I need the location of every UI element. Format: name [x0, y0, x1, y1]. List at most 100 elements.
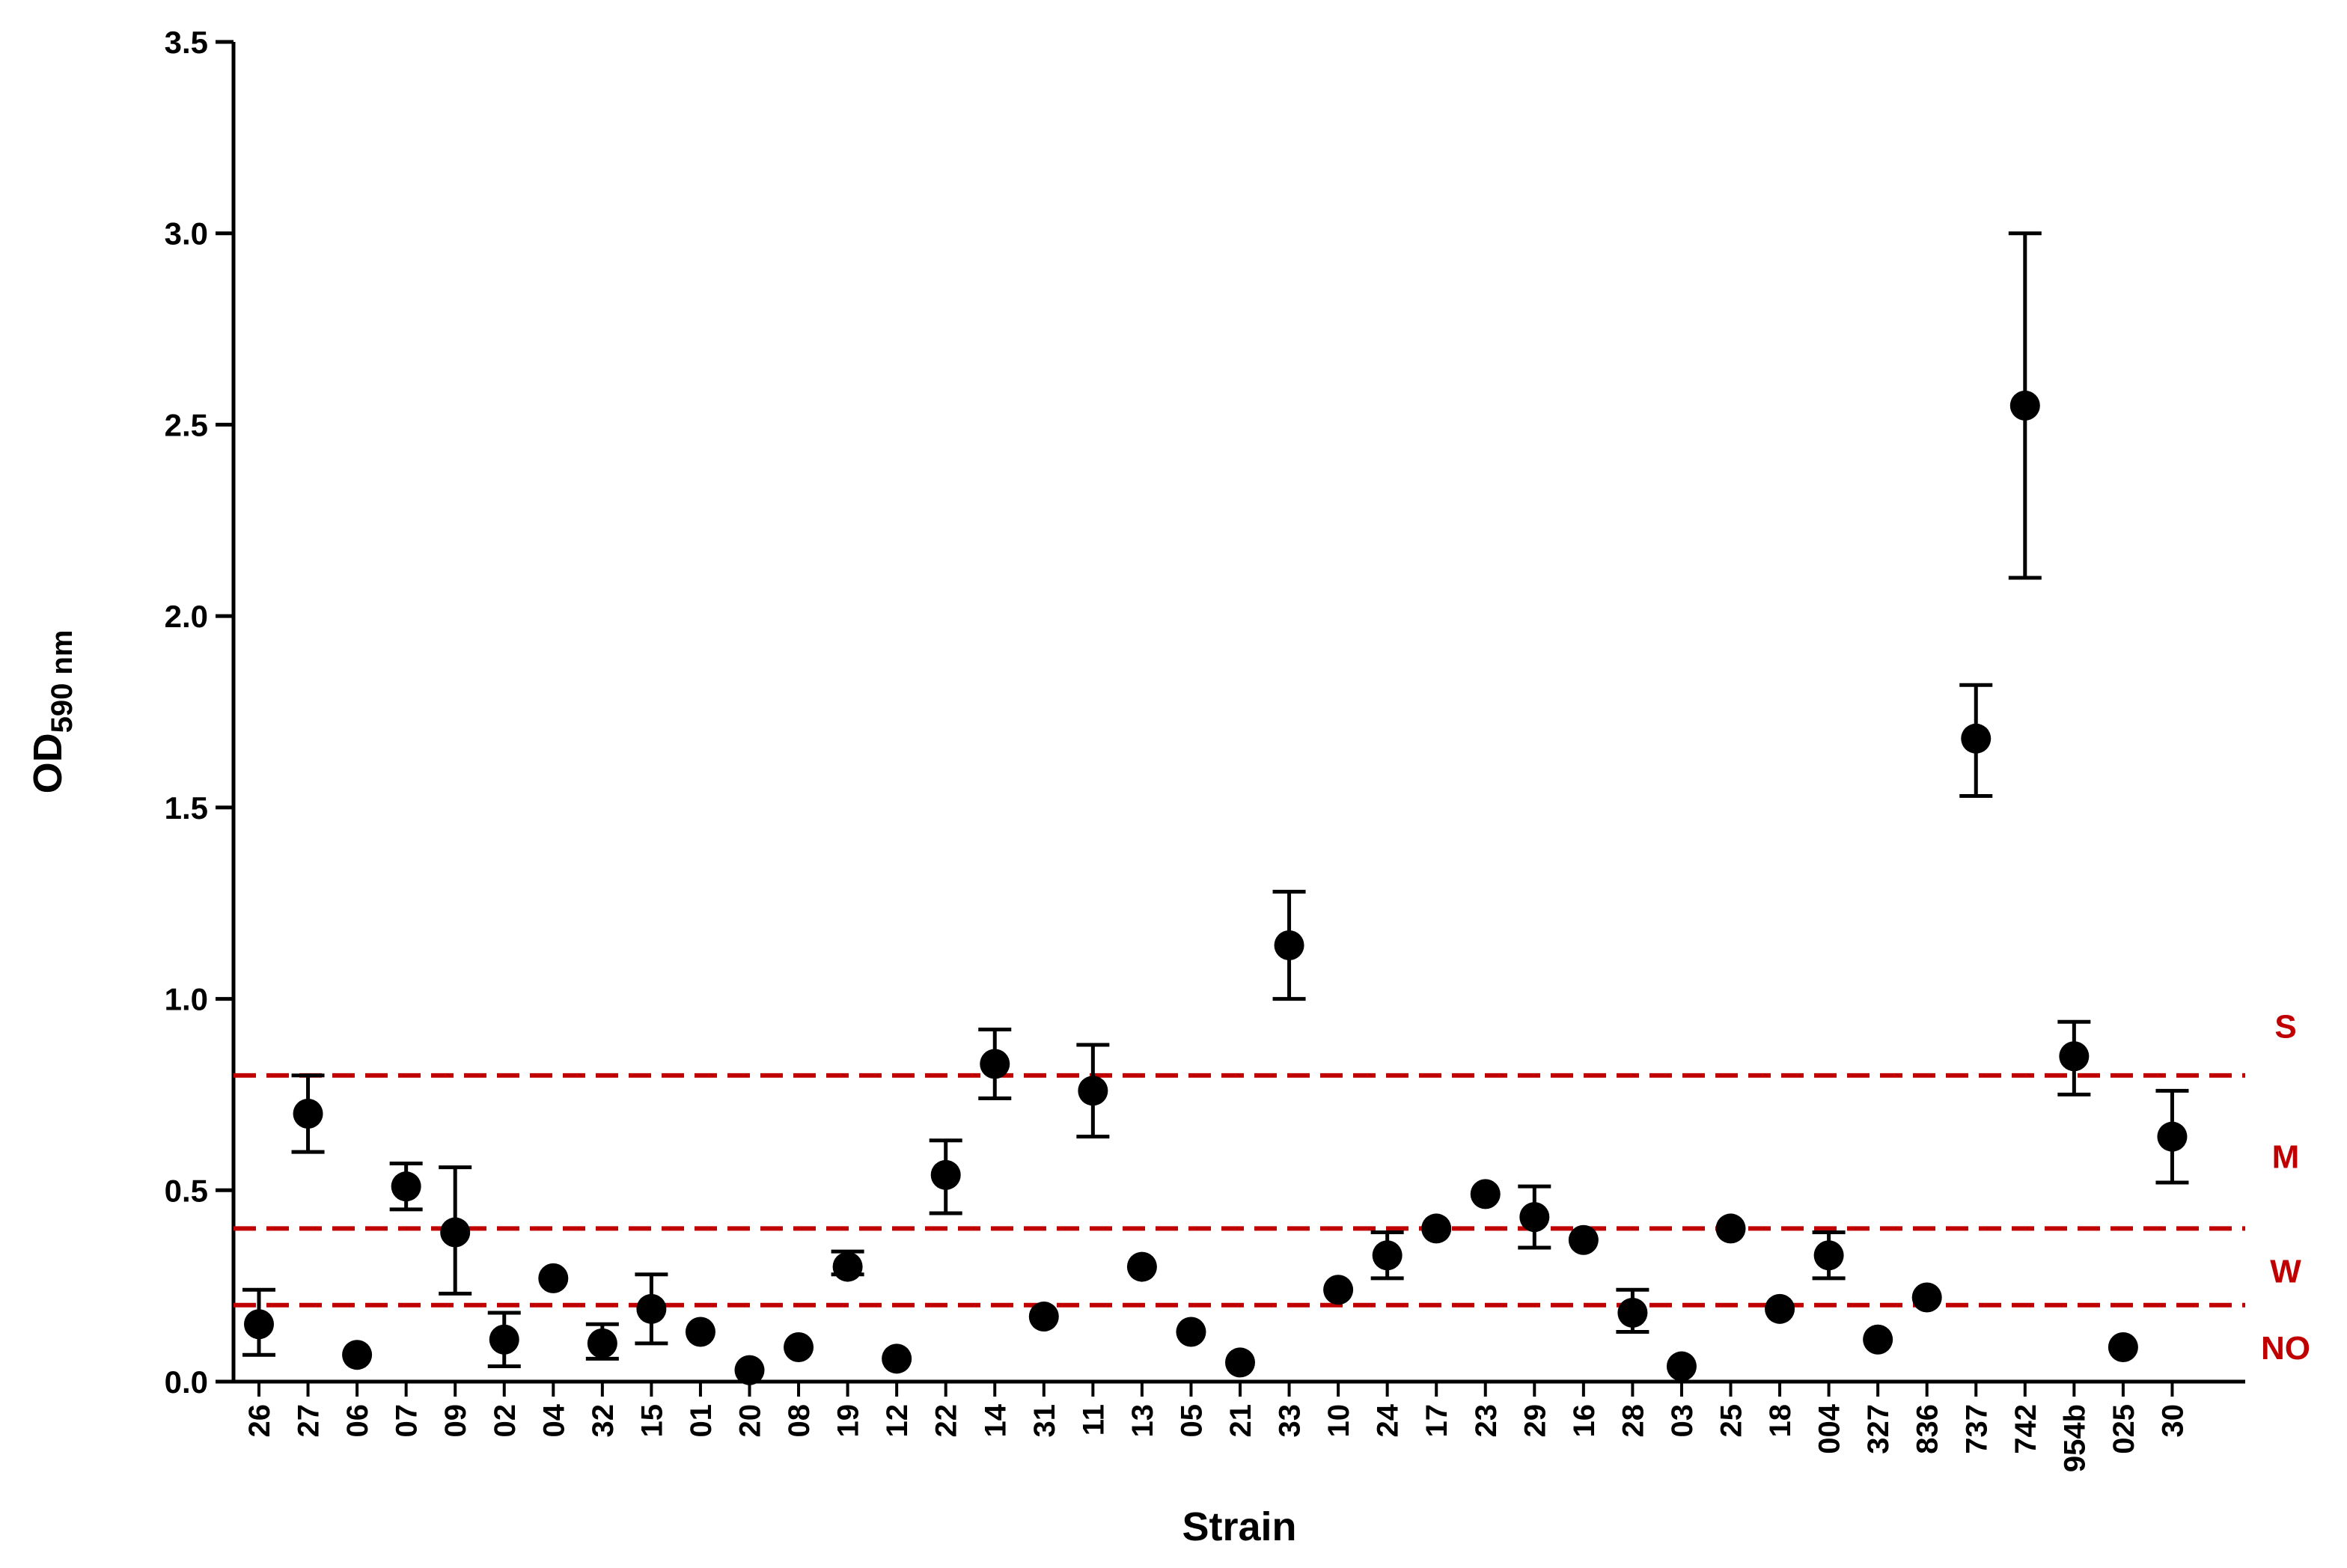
x-tick-label: 004 [1813, 1403, 1846, 1453]
y-tick-label: 1.5 [165, 790, 208, 826]
x-tick-label: 08 [783, 1404, 816, 1438]
data-point [930, 1159, 961, 1190]
data-point [1519, 1202, 1550, 1233]
y-axis-title: OD590 nm [25, 630, 79, 794]
y-tick-label: 0.0 [165, 1364, 208, 1400]
x-tick-label: 742 [2009, 1404, 2042, 1454]
data-points [242, 231, 2189, 1385]
x-tick-label: 03 [1666, 1404, 1699, 1438]
x-tick-label: 32 [587, 1404, 620, 1438]
data-point [1961, 723, 1992, 754]
data-point [440, 1217, 471, 1248]
axes [231, 42, 2245, 1384]
x-tick-label: 14 [979, 1403, 1012, 1437]
x-tick-label: 10 [1322, 1404, 1355, 1438]
data-point [2157, 1121, 2188, 1152]
data-point [1274, 930, 1304, 960]
x-tick-label: 29 [1519, 1404, 1551, 1438]
y-tick-label: 3.0 [165, 216, 208, 251]
x-tick-label: 23 [1470, 1404, 1503, 1438]
y-tick-label: 2.0 [165, 599, 208, 634]
x-tick-label: 01 [685, 1404, 718, 1438]
y-axis-title-subscript: 590 nm [46, 630, 79, 733]
data-point [342, 1340, 373, 1370]
x-tick-label: 30 [2156, 1404, 2189, 1438]
x-tick-label: 25 [1715, 1404, 1748, 1438]
data-point [1715, 1213, 1746, 1244]
data-point [734, 1355, 765, 1385]
data-point [391, 1171, 421, 1202]
data-point [2059, 1041, 2090, 1072]
data-point [832, 1251, 863, 1282]
data-point [1372, 1240, 1403, 1271]
x-tick-label: 27 [293, 1404, 326, 1438]
x-tick-label: 06 [341, 1404, 374, 1438]
data-point [1470, 1179, 1501, 1209]
data-point [587, 1328, 617, 1358]
x-tick-label: 26 [243, 1404, 276, 1438]
data-point [1666, 1351, 1697, 1382]
y-axis-title-main: OD [25, 733, 70, 793]
zone-label: W [2270, 1254, 2301, 1290]
data-point [293, 1099, 323, 1129]
data-point [538, 1263, 569, 1293]
x-tick-label: 31 [1028, 1404, 1061, 1438]
x-tick-label: 13 [1126, 1404, 1159, 1438]
x-tick-label: 836 [1911, 1404, 1944, 1454]
x-tick-label: 20 [734, 1404, 767, 1438]
x-tick-label: 24 [1372, 1403, 1405, 1437]
data-point [244, 1309, 274, 1340]
threshold-lines [234, 1073, 2245, 1308]
data-point [636, 1293, 667, 1324]
y-tick-label: 3.5 [165, 25, 208, 60]
data-point [1863, 1324, 1893, 1355]
x-tick-label: 04 [537, 1403, 570, 1437]
x-tick-label: 19 [832, 1404, 865, 1438]
x-tick-label: 28 [1617, 1404, 1649, 1438]
data-point [685, 1317, 715, 1347]
x-tick-label: 18 [1764, 1404, 1797, 1438]
x-axis-title: Strain [1182, 1504, 1296, 1549]
x-tick-label: 17 [1420, 1404, 1453, 1438]
x-tick-label: 16 [1568, 1404, 1601, 1438]
data-point [1126, 1251, 1157, 1282]
data-point [1078, 1076, 1108, 1106]
data-point [980, 1049, 1010, 1079]
zone-labels: S M W NO [2261, 1008, 2310, 1367]
data-point [784, 1331, 814, 1362]
x-tick-label: 22 [930, 1404, 963, 1438]
zone-label: M [2272, 1138, 2300, 1175]
y-tick-label: 2.5 [165, 407, 208, 442]
y-tick-label: 0.5 [165, 1173, 208, 1208]
data-point [1176, 1317, 1206, 1347]
x-tick-label: 327 [1862, 1404, 1895, 1454]
zone-label: NO [2261, 1330, 2310, 1367]
x-tick-label: 025 [2108, 1404, 2140, 1454]
x-tick-label: 954b [2058, 1404, 2091, 1472]
zone-label: S [2274, 1008, 2296, 1045]
x-tick-label: 11 [1077, 1404, 1110, 1436]
data-point [1323, 1275, 1354, 1305]
x-tick-label: 12 [881, 1404, 914, 1438]
x-tick-label: 05 [1175, 1404, 1208, 1438]
data-point [1911, 1282, 1942, 1313]
x-tick-label: 07 [391, 1404, 424, 1438]
x-tick-label: 21 [1224, 1404, 1257, 1438]
data-point [2108, 1331, 2138, 1362]
data-point [1813, 1240, 1844, 1271]
data-point [2009, 390, 2040, 421]
data-point [1225, 1347, 1255, 1378]
x-tick-label: 09 [439, 1404, 472, 1438]
x-tick-label: 02 [489, 1404, 522, 1438]
data-point [1617, 1297, 1648, 1328]
y-tick-label: 1.0 [165, 982, 208, 1017]
x-tick-label: 737 [1960, 1404, 1993, 1454]
y-ticks: 0.0 0.5 1.0 1.5 2.0 2.5 3.0 3.5 [165, 25, 234, 1400]
x-tick-label: 15 [635, 1404, 668, 1438]
x-ticks: 26 27 06 07 09 02 04 32 15 01 20 08 19 12 22 14 31 11 13 05… [243, 1382, 2189, 1472]
data-point [1765, 1293, 1795, 1324]
data-point [1421, 1213, 1452, 1244]
x-tick-label: 33 [1274, 1404, 1307, 1438]
data-point [882, 1343, 912, 1374]
